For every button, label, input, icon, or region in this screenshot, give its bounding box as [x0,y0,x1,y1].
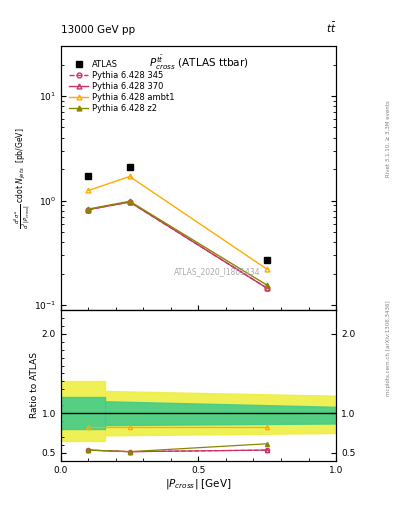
Line: Pythia 6.428 370: Pythia 6.428 370 [86,200,270,291]
Pythia 6.428 ambt1 [86,187,91,194]
Text: mcplots.cern.ch [arXiv:1306.3436]: mcplots.cern.ch [arXiv:1306.3436] [386,301,391,396]
Line: Pythia 6.428 ambt1: Pythia 6.428 ambt1 [86,174,270,272]
Text: 13000 GeV pp: 13000 GeV pp [61,25,135,35]
Pythia 6.428 370 [86,206,91,212]
X-axis label: $|P_{cross}|$ [GeV]: $|P_{cross}|$ [GeV] [165,477,232,492]
Pythia 6.428 370 [127,199,132,205]
Text: $t\bar{t}$: $t\bar{t}$ [325,20,336,35]
Y-axis label: Ratio to ATLAS: Ratio to ATLAS [30,352,39,418]
Text: Rivet 3.1.10, ≥ 3.3M events: Rivet 3.1.10, ≥ 3.3M events [386,100,391,177]
Pythia 6.428 z2 [127,198,132,204]
Pythia 6.428 345 [127,199,132,205]
Pythia 6.428 345 [265,285,270,291]
Line: ATLAS: ATLAS [85,164,270,263]
Pythia 6.428 ambt1 [127,174,132,180]
Text: $P^{t\bar{t}}_{cross}$ (ATLAS ttbar): $P^{t\bar{t}}_{cross}$ (ATLAS ttbar) [149,54,248,72]
ATLAS [127,164,132,170]
Pythia 6.428 z2 [86,206,91,212]
Legend: ATLAS, Pythia 6.428 345, Pythia 6.428 370, Pythia 6.428 ambt1, Pythia 6.428 z2: ATLAS, Pythia 6.428 345, Pythia 6.428 37… [68,58,176,115]
Pythia 6.428 z2 [265,282,270,288]
Pythia 6.428 370 [265,285,270,291]
Pythia 6.428 345 [86,206,91,212]
Y-axis label: $\frac{d^2\sigma^u}{d^2|P_{cross}|}$ cdot $N_{jets}$  [pb/GeV]: $\frac{d^2\sigma^u}{d^2|P_{cross}|}$ cdo… [13,127,32,229]
Line: Pythia 6.428 345: Pythia 6.428 345 [86,200,270,291]
Line: Pythia 6.428 z2: Pythia 6.428 z2 [86,199,270,288]
ATLAS [86,174,91,180]
ATLAS [265,257,270,263]
Pythia 6.428 ambt1 [265,266,270,272]
Text: ATLAS_2020_I1801434: ATLAS_2020_I1801434 [174,267,261,275]
